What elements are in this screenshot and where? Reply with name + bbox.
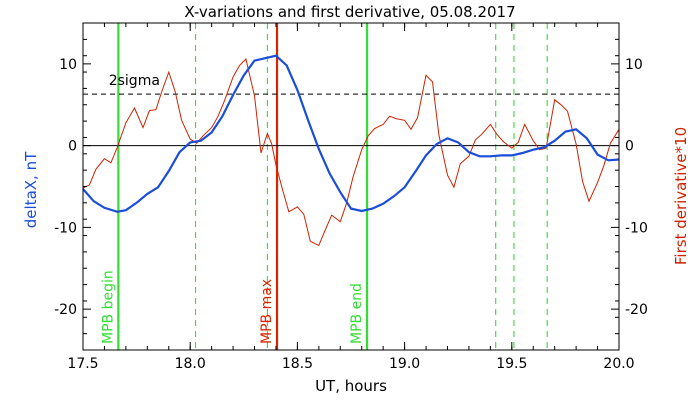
vline-label-2: MPB end [349,283,365,344]
y-axis-label-right: First derivative*10 [672,127,690,265]
plot-area: 2sigma MPB begin MPB max MPB end [82,22,620,351]
y-tick-label-right-1: -10 [625,220,648,236]
chart-title: X-variations and first derivative, 05.08… [184,3,515,21]
y-tick-label-right-0: -20 [625,302,648,318]
x-tick-label-4: 19.5 [496,356,527,372]
x-axis-label: UT, hours [315,377,387,395]
x-tick-label-3: 19.0 [389,356,420,372]
y-tick-label-left-3: 10 [59,57,77,73]
x-tick-label-1: 18.0 [175,356,206,372]
series-derivative-line [82,58,620,247]
x-tick-label-2: 18.5 [282,356,313,372]
y-tick-label-left-1: -10 [54,220,77,236]
y-tick-label-left-0: -20 [54,302,77,318]
x-tick-label-0: 17.5 [67,356,98,372]
axes: 17.5 18.0 18.5 19.0 19.5 20.0 -20 -20 -10 -10 0 0 10… [54,22,648,372]
vertical-markers [117,23,548,350]
vline-label-0: MPB begin [100,270,116,344]
y-tick-label-left-2: 0 [68,139,77,155]
y-axis-label-left: deltaX, nT [22,151,40,228]
sigma-label: 2sigma [109,73,160,89]
y-tick-label-right-3: 10 [625,57,643,73]
vertical-marker-labels: MPB begin MPB max MPB end [100,270,365,344]
x-tick-label-5: 20.0 [603,356,634,372]
vline-label-1: MPB max [259,279,275,344]
y-tick-label-right-2: 0 [625,139,634,155]
series-deltax-line [82,54,620,213]
